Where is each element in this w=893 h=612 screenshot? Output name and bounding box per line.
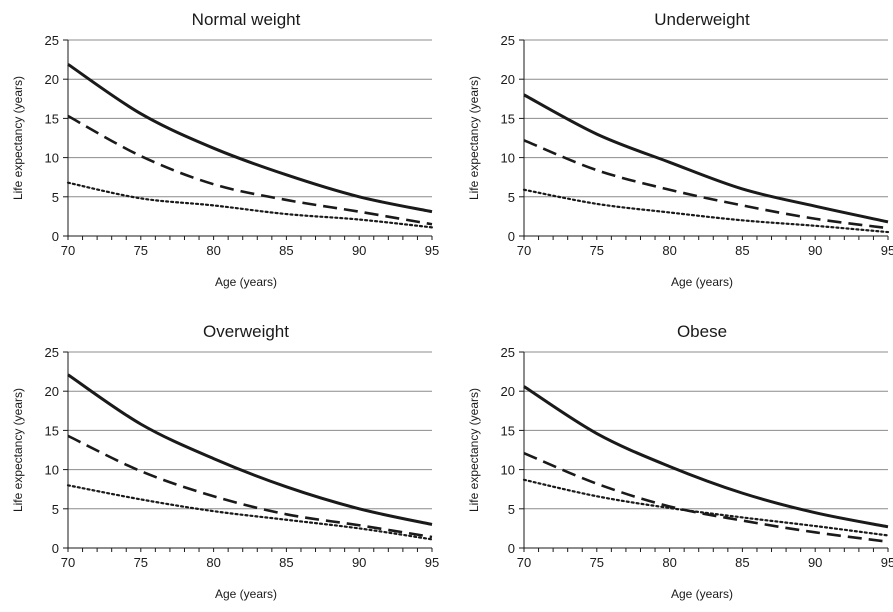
x-tick-label: 80: [662, 555, 676, 570]
series-line-dotted: [522, 478, 890, 537]
x-tick-label: 70: [61, 555, 75, 570]
x-axis-label: Age (years): [671, 275, 733, 289]
x-tick-label: 80: [206, 243, 220, 258]
y-tick-label: 10: [501, 151, 515, 166]
y-tick-label: 15: [45, 423, 59, 438]
y-tick-label: 20: [45, 384, 59, 399]
x-tick-label: 75: [134, 243, 148, 258]
series-line-dotted: [66, 181, 434, 229]
x-axis-label: Age (years): [215, 275, 277, 289]
y-tick-label: 0: [508, 229, 515, 244]
series-line-solid: [67, 63, 433, 214]
x-axis-label: Age (years): [215, 587, 277, 601]
y-tick-label: 20: [45, 72, 59, 87]
x-tick-label: 85: [735, 243, 749, 258]
y-tick-label: 10: [45, 463, 59, 478]
y-tick-label: 0: [508, 541, 515, 556]
y-tick-label: 5: [52, 190, 59, 205]
chart-panel-underweight: Underweight 0 5 10 15 20 25 70 75 80 85 90 95 Age (ye…: [456, 0, 893, 300]
y-axis-label: Life expectancy (years): [11, 388, 25, 512]
y-tick-label: 25: [45, 345, 59, 360]
y-tick-label: 25: [501, 345, 515, 360]
chart-svg: Normal weight 0 5 10 15 20 25 70 75 80 85 90 95 Age (…: [11, 10, 439, 289]
y-tick-label: 25: [45, 33, 59, 48]
x-tick-label: 90: [808, 555, 822, 570]
y-tick-label: 5: [508, 190, 515, 205]
y-tick-label: 0: [52, 229, 59, 244]
y-tick-label: 10: [45, 151, 59, 166]
x-tick-label: 90: [808, 243, 822, 258]
y-tick-label: 15: [45, 111, 59, 126]
chart-panel-normal-weight: Normal weight 0 5 10 15 20 25 70 75 80 85 90 95 Age (…: [0, 0, 440, 300]
chart-title: Normal weight: [192, 10, 301, 29]
chart-title: Underweight: [654, 10, 750, 29]
x-tick-label: 70: [517, 243, 531, 258]
series-line-dashed: [67, 434, 433, 539]
chart-svg: Obese 0 5 10 15 20 25 70 75 80 85 90 95 Age (years) Li…: [467, 322, 893, 601]
y-tick-label: 15: [501, 111, 515, 126]
x-tick-label: 75: [590, 555, 604, 570]
x-tick-label: 95: [425, 243, 439, 258]
series-line-dashed: [523, 451, 889, 544]
chart-title: Overweight: [203, 322, 289, 341]
x-tick-label: 85: [279, 243, 293, 258]
chart-panel-overweight: Overweight 0 5 10 15 20 25 70 75 80 85 90 95 Age (yea…: [0, 312, 440, 612]
series-line-dotted: [522, 188, 890, 234]
x-tick-label: 90: [352, 555, 366, 570]
y-tick-label: 5: [52, 502, 59, 517]
y-tick-label: 0: [52, 541, 59, 556]
series-line-dashed: [67, 114, 433, 226]
x-tick-label: 95: [425, 555, 439, 570]
x-tick-label: 85: [735, 555, 749, 570]
x-tick-label: 75: [134, 555, 148, 570]
x-tick-label: 95: [881, 555, 893, 570]
y-tick-label: 15: [501, 423, 515, 438]
x-tick-label: 70: [517, 555, 531, 570]
series-line-dashed: [523, 139, 889, 230]
chart-panel-obese: Obese 0 5 10 15 20 25 70 75 80 85 90 95 Age (years) Li…: [456, 312, 893, 612]
y-tick-label: 20: [501, 384, 515, 399]
x-tick-label: 70: [61, 243, 75, 258]
x-tick-label: 85: [279, 555, 293, 570]
series-line-solid: [523, 93, 889, 224]
x-tick-label: 90: [352, 243, 366, 258]
chart-title: Obese: [677, 322, 727, 341]
y-axis-label: Life expectancy (years): [467, 76, 481, 200]
x-tick-label: 80: [206, 555, 220, 570]
series-line-dotted: [66, 484, 434, 541]
y-tick-label: 25: [501, 33, 515, 48]
chart-svg: Underweight 0 5 10 15 20 25 70 75 80 85 90 95 Age (ye…: [467, 10, 893, 289]
y-axis-label: Life expectancy (years): [11, 76, 25, 200]
series-line-solid: [523, 385, 889, 529]
y-axis-label: Life expectancy (years): [467, 388, 481, 512]
series-line-solid: [67, 373, 433, 526]
y-tick-label: 10: [501, 463, 515, 478]
chart-svg: Overweight 0 5 10 15 20 25 70 75 80 85 90 95 Age (yea…: [11, 322, 439, 601]
x-axis-label: Age (years): [671, 587, 733, 601]
y-tick-label: 5: [508, 502, 515, 517]
y-tick-label: 20: [501, 72, 515, 87]
x-tick-label: 95: [881, 243, 893, 258]
x-tick-label: 75: [590, 243, 604, 258]
x-tick-label: 80: [662, 243, 676, 258]
